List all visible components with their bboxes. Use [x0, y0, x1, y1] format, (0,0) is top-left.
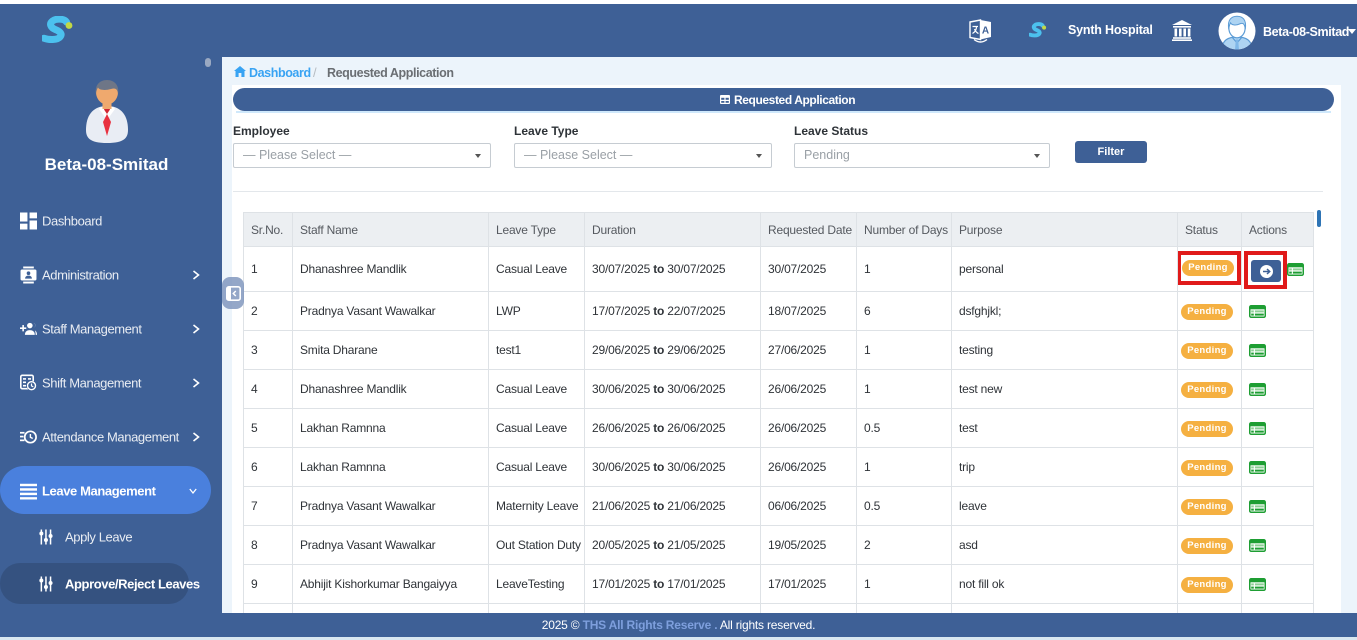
svg-text:A: A	[982, 26, 989, 37]
